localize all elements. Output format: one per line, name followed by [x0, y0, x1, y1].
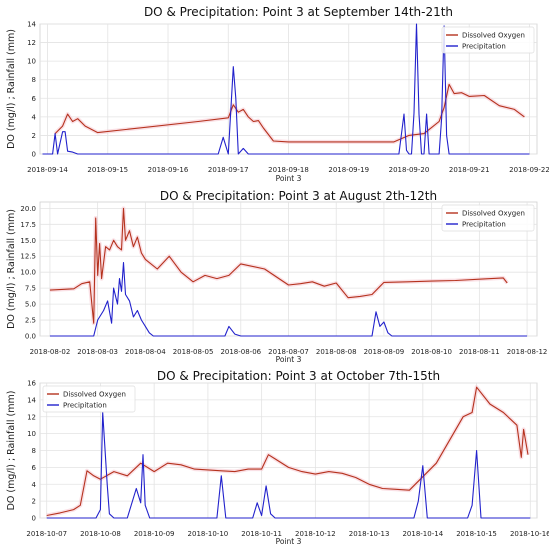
series-line-2 — [49, 262, 528, 337]
x-tick-label: 2018-09-15 — [87, 166, 128, 174]
x-tick-label: 2018-10-11 — [241, 530, 282, 538]
chart-title: DO & Precipitation: Point 3 at September… — [144, 5, 453, 19]
legend-label: Precipitation — [63, 402, 107, 410]
chart-panel-3: 0 2 4 6 8 10 12 14 16 2018-10-07 2018-10-08 2018-10… — [6, 369, 549, 546]
y-tick-label: 0 — [32, 515, 36, 523]
y-tick-label: 15.0 — [20, 237, 36, 245]
y-tick-label: 16 — [27, 380, 36, 388]
x-tick-label: 2018-10-15 — [456, 530, 497, 538]
x-tick-label: 2018-10-08 — [80, 530, 121, 538]
y-tick-label: 2 — [32, 498, 36, 506]
x-tick-label: 2018-08-11 — [459, 348, 500, 356]
x-axis-label: Point 3 — [276, 355, 302, 364]
x-axis-label: Point 3 — [276, 537, 302, 546]
y-tick-label: 12 — [27, 39, 36, 47]
chart-title: DO & Precipitation: Point 3 at August 2t… — [160, 189, 437, 203]
y-tick-label: 8 — [32, 76, 36, 84]
y-tick-label: 4 — [32, 113, 37, 121]
x-tick-label: 2018-08-02 — [30, 348, 71, 356]
y-tick-label: 20.0 — [20, 205, 36, 213]
legend: Dissolved Oxygen Precipitation — [441, 26, 535, 54]
x-tick-label: 2018-09-19 — [328, 166, 369, 174]
y-tick-label: 10 — [27, 430, 36, 438]
y-tick-label: 8 — [32, 447, 36, 455]
x-tick-label: 2018-09-20 — [389, 166, 430, 174]
legend-label: Precipitation — [462, 43, 506, 51]
y-axis-label: DO (mg/l) ; Rainfall (mm) — [6, 391, 17, 511]
y-tick-label: 2 — [32, 132, 36, 140]
legend-box — [42, 385, 136, 413]
x-tick-label: 2018-09-17 — [208, 166, 249, 174]
y-tick-label: 0 — [32, 151, 36, 159]
y-tick-label: 14 — [27, 396, 36, 404]
x-tick-label: 2018-10-14 — [402, 530, 443, 538]
x-tick-label: 2018-10-13 — [349, 530, 390, 538]
x-tick-label: 2018-09-18 — [268, 166, 309, 174]
y-tick-label: 2.5 — [25, 317, 36, 325]
x-tick-label: 2018-08-06 — [220, 348, 261, 356]
legend-label: Dissolved Oxygen — [462, 210, 525, 218]
x-tick-label: 2018-09-22 — [509, 166, 549, 174]
y-tick-label: 12 — [27, 413, 36, 421]
y-axis-label: DO (mg/l) ; Rainfall (mm) — [6, 29, 17, 149]
x-tick-label: 2018-09-21 — [449, 166, 490, 174]
legend-label: Dissolved Oxygen — [63, 391, 126, 399]
x-tick-label: 2018-08-09 — [364, 348, 405, 356]
x-tick-label: 2018-10-07 — [26, 530, 67, 538]
y-tick-label: 4 — [32, 481, 37, 489]
x-tick-label: 2018-08-12 — [507, 348, 548, 356]
x-tick-label: 2018-08-03 — [77, 348, 118, 356]
chart-title: DO & Precipitation: Point 3 at October 7… — [157, 369, 440, 383]
series-line-1 — [54, 83, 525, 143]
y-tick-label: 5.0 — [25, 301, 36, 309]
x-tick-label: 2018-10-09 — [134, 530, 175, 538]
y-tick-label: 6 — [32, 464, 37, 472]
y-tick-label: 10 — [27, 58, 36, 66]
y-tick-label: 14 — [27, 21, 36, 29]
legend-box — [441, 26, 535, 54]
x-axis-label: Point 3 — [276, 174, 302, 183]
y-tick-label: 12.5 — [20, 253, 36, 261]
x-tick-label: 2018-08-10 — [411, 348, 452, 356]
x-tick-label: 2018-08-08 — [316, 348, 357, 356]
x-tick-label: 2018-09-14 — [27, 166, 68, 174]
y-tick-label: 17.5 — [20, 221, 36, 229]
legend: Dissolved Oxygen Precipitation — [441, 204, 535, 232]
y-tick-label: 7.5 — [25, 285, 36, 293]
legend-label: Precipitation — [462, 221, 506, 229]
x-tick-label: 2018-08-07 — [268, 348, 309, 356]
chart-panel-1: 0 2 4 6 8 10 12 14 2018-09-14 2018-09-15 2018-09-1… — [6, 5, 549, 183]
y-axis-label: DO (mg/l) ; Rainfall (mm) — [6, 209, 17, 329]
legend: Dissolved Oxygen Precipitation — [42, 385, 136, 413]
x-tick-label: 2018-09-16 — [148, 166, 189, 174]
x-tick-label: 2018-10-16 — [510, 530, 549, 538]
x-tick-label: 2018-10-12 — [295, 530, 336, 538]
legend-label: Dissolved Oxygen — [462, 32, 525, 40]
series-line-1 — [49, 207, 508, 324]
x-tick-label: 2018-08-04 — [125, 348, 166, 356]
chart-panel-2: 0.0 2.5 5.0 7.5 10.0 12.5 15.0 17.5 20.0 2018-08-… — [6, 189, 547, 364]
x-tick-label: 2018-08-05 — [173, 348, 214, 356]
y-tick-label: 0.0 — [25, 333, 36, 341]
series-line-1 — [46, 386, 529, 517]
legend-box — [441, 204, 535, 232]
y-tick-label: 10.0 — [20, 269, 36, 277]
series-line-2 — [42, 23, 530, 155]
series-line-2 — [46, 411, 531, 519]
x-tick-label: 2018-10-10 — [188, 530, 229, 538]
y-tick-label: 6 — [32, 95, 37, 103]
